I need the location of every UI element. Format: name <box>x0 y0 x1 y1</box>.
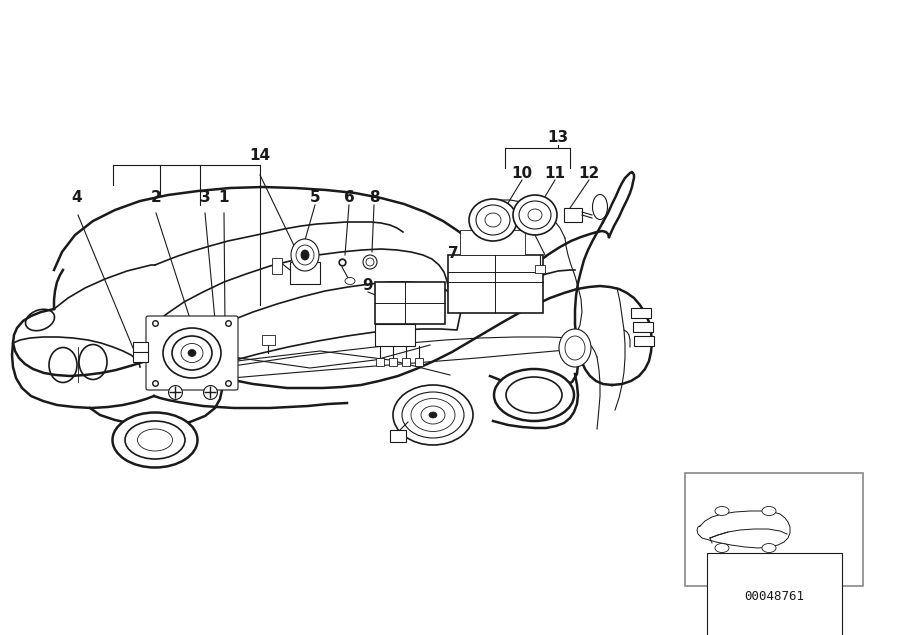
Ellipse shape <box>528 209 542 221</box>
Text: 6: 6 <box>344 190 355 206</box>
Ellipse shape <box>715 544 729 552</box>
Bar <box>535 265 545 273</box>
Text: 3: 3 <box>200 190 211 206</box>
Text: 14: 14 <box>249 147 271 163</box>
Bar <box>633 322 653 332</box>
Bar <box>634 336 654 346</box>
Bar <box>448 255 543 313</box>
Text: 7: 7 <box>447 246 458 260</box>
Text: 2: 2 <box>150 190 161 206</box>
Text: 10: 10 <box>511 166 533 180</box>
Text: 1: 1 <box>219 190 230 206</box>
Bar <box>685 473 863 586</box>
Ellipse shape <box>469 199 517 241</box>
Bar <box>375 324 415 346</box>
Text: 4: 4 <box>72 190 82 206</box>
Ellipse shape <box>363 255 377 269</box>
Bar <box>376 358 384 366</box>
Bar <box>262 335 275 345</box>
Bar <box>375 282 445 324</box>
Ellipse shape <box>163 328 221 378</box>
Ellipse shape <box>301 250 309 260</box>
Ellipse shape <box>485 213 501 227</box>
Text: 9: 9 <box>363 277 374 293</box>
Text: 11: 11 <box>544 166 565 180</box>
Bar <box>564 208 582 222</box>
Text: 5: 5 <box>310 190 320 206</box>
Bar <box>460 230 525 255</box>
Ellipse shape <box>291 239 319 271</box>
Ellipse shape <box>402 392 464 438</box>
Bar <box>290 262 320 284</box>
FancyBboxPatch shape <box>146 316 238 390</box>
Ellipse shape <box>762 507 776 516</box>
Bar <box>389 358 397 366</box>
Ellipse shape <box>494 369 574 421</box>
Bar <box>402 358 410 366</box>
Text: 12: 12 <box>579 166 599 180</box>
Ellipse shape <box>345 277 355 284</box>
Text: 13: 13 <box>547 131 569 145</box>
Text: 00048761: 00048761 <box>744 591 804 603</box>
Ellipse shape <box>559 329 591 367</box>
Ellipse shape <box>715 507 729 516</box>
Bar <box>133 342 148 362</box>
Ellipse shape <box>762 544 776 552</box>
Bar <box>415 358 423 366</box>
Ellipse shape <box>112 413 197 467</box>
Ellipse shape <box>188 349 196 356</box>
Text: 8: 8 <box>369 190 379 206</box>
Ellipse shape <box>513 195 557 235</box>
Ellipse shape <box>393 385 473 445</box>
Ellipse shape <box>429 412 437 418</box>
Bar <box>631 308 651 318</box>
Bar <box>272 258 282 274</box>
Bar <box>390 430 406 442</box>
